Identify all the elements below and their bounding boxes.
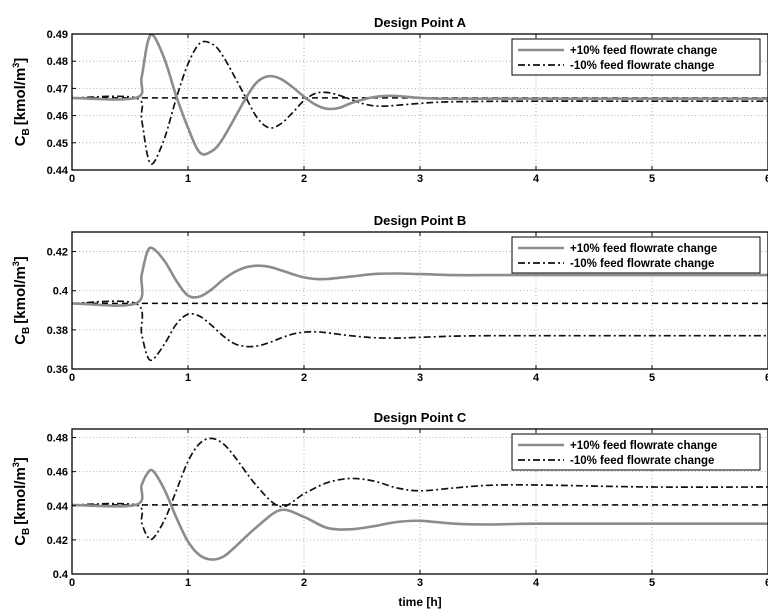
series-line-minus10 (72, 300, 768, 362)
chart-panel-1: 0 1 2 3 4 5 6 0.44 0.45 0.46 0.47 0.48 0.49 Design Po… (11, 15, 768, 185)
chart-panel-2: 0 1 2 3 4 5 6 0.36 0.38 0.4 0.42 Design Point B CB[k… (11, 213, 768, 384)
x-tick-label: 6 (765, 577, 768, 589)
x-tick-label: 1 (185, 372, 191, 384)
legend-box (511, 433, 761, 471)
y-tick-label: 0.49 (47, 29, 68, 41)
series-line-plus10 (72, 34, 768, 156)
x-tick-label: 0 (69, 173, 75, 185)
y-tick-label: 0.38 (47, 325, 68, 337)
x-tick-label: 2 (301, 577, 307, 589)
x-tick-label: 3 (417, 173, 423, 185)
panel-title: Design Point B (374, 213, 466, 228)
chart-panel-3: 0 1 2 3 4 5 6 0.4 0.42 0.44 0.46 0.48 Design Point C… (11, 410, 768, 609)
x-tick-label: 4 (533, 577, 540, 589)
series-line-minus10 (72, 437, 768, 541)
y-tick-label: 0.4 (53, 569, 69, 581)
legend-label: +10% feed flowrate change (570, 440, 717, 452)
y-tick-label: 0.48 (47, 433, 68, 445)
x-tick-label: 6 (765, 372, 768, 384)
y-tick-label: 0.47 (47, 83, 68, 95)
x-tick-label: 1 (185, 173, 191, 185)
x-tick-label: 5 (649, 372, 655, 384)
x-tick-label: 2 (301, 173, 307, 185)
legend-label: -10% feed flowrate change (570, 60, 714, 72)
legend-box (511, 236, 761, 274)
x-tick-label: 1 (185, 577, 191, 589)
panel-title: Design Point C (374, 410, 467, 425)
y-tick-label: 0.4 (53, 286, 69, 298)
series-line-minus10 (72, 40, 768, 166)
series-group (72, 246, 768, 362)
x-tick-label: 5 (649, 577, 655, 589)
x-tick-label: 2 (301, 372, 307, 384)
series-line-plus10 (72, 246, 768, 307)
legend-label: -10% feed flowrate change (570, 258, 714, 270)
x-tick-label: 4 (533, 173, 540, 185)
y-tick-label: 0.44 (47, 501, 69, 513)
y-tick-label: 0.45 (47, 138, 68, 150)
legend: +10% feed flowrate change -10% feed flowr… (511, 433, 761, 471)
x-tick-label: 0 (69, 577, 75, 589)
legend: +10% feed flowrate change -10% feed flowr… (511, 38, 761, 76)
y-tick-label: 0.48 (47, 56, 68, 68)
y-tick-label: 0.42 (47, 247, 68, 259)
y-tick-label: 0.46 (47, 467, 68, 479)
panel-title: Design Point A (374, 15, 467, 30)
y-tick-label: 0.36 (47, 364, 68, 376)
x-tick-label: 3 (417, 577, 423, 589)
y-axis-label: CB[kmol/m3] (11, 256, 32, 345)
y-tick-label: 0.46 (47, 111, 68, 123)
y-tick-label: 0.42 (47, 535, 68, 547)
x-tick-label: 0 (69, 372, 75, 384)
legend-label: +10% feed flowrate change (570, 243, 717, 255)
y-axis-label: CB[kmol/m3] (11, 457, 32, 546)
y-axis-label: CB[kmol/m3] (11, 58, 32, 147)
y-tick-label: 0.44 (47, 165, 69, 177)
series-line-plus10 (72, 468, 768, 561)
legend-box (511, 38, 761, 76)
x-tick-label: 3 (417, 372, 423, 384)
series-group (72, 437, 768, 561)
legend-label: -10% feed flowrate change (570, 455, 714, 467)
x-tick-label: 4 (533, 372, 540, 384)
x-axis-label: time [h] (398, 595, 441, 609)
legend: +10% feed flowrate change -10% feed flowr… (511, 236, 761, 274)
legend-label: +10% feed flowrate change (570, 45, 717, 57)
x-tick-label: 5 (649, 173, 655, 185)
x-tick-label: 6 (765, 173, 768, 185)
series-group (72, 34, 768, 166)
